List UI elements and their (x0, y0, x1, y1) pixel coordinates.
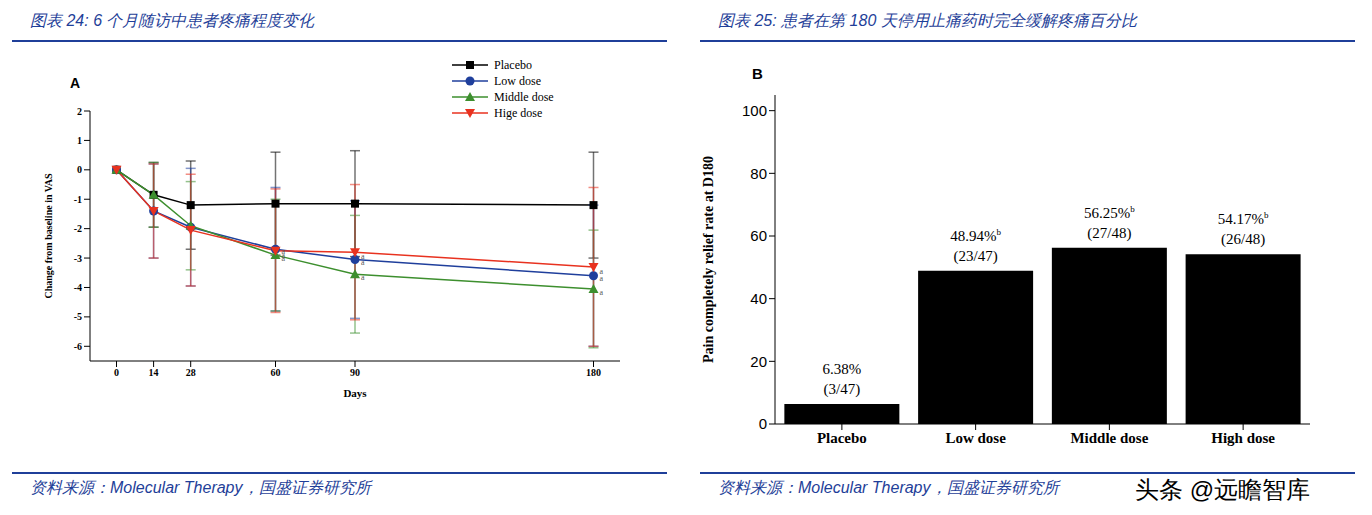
svg-text:60: 60 (750, 227, 767, 244)
svg-text:(3/47): (3/47) (824, 381, 861, 398)
svg-text:Low dose: Low dose (945, 430, 1006, 446)
html-text:Low dose: Low dose (494, 73, 541, 88)
svg-text:-4: -4 (74, 282, 82, 293)
html-text:资料来源：Molecular Therapy，国盛证券研究所: 资料来源：Molecular Therapy，国盛证券研究所 (30, 479, 371, 496)
svg-text:0: 0 (759, 415, 767, 432)
html-text:A: A (70, 75, 81, 91)
svg-text:-2: -2 (74, 223, 82, 234)
svg-text:0: 0 (114, 367, 119, 378)
svg-text:Pain completely relief rate at: Pain completely relief rate at D180 (701, 156, 716, 363)
svg-text:Days: Days (343, 387, 367, 399)
svg-text:28: 28 (186, 367, 196, 378)
svg-text:-3: -3 (74, 253, 82, 264)
svg-text:80: 80 (750, 165, 767, 182)
svg-text:-5: -5 (74, 311, 82, 322)
svg-text:Middle dose: Middle dose (1070, 430, 1148, 446)
svg-text:60: 60 (271, 367, 281, 378)
svg-text:a: a (600, 267, 604, 276)
svg-text:a: a (361, 257, 365, 267)
svg-text:1: 1 (77, 135, 82, 146)
svg-text:20: 20 (750, 353, 767, 370)
svg-text:(27/48): (27/48) (1087, 225, 1131, 242)
svg-text:180: 180 (586, 367, 601, 378)
svg-text:Change from baseline in VAS: Change from baseline in VAS (43, 173, 54, 298)
svg-text:Placebo: Placebo (817, 430, 867, 446)
svg-text:6.38%: 6.38% (822, 361, 861, 377)
html-text:Middle dose: Middle dose (494, 89, 554, 104)
html-text:Hige dose: Hige dose (494, 105, 543, 120)
svg-text:a: a (361, 273, 365, 282)
html-text:图表 25: 患者在第 180 天停用止痛药时完全缓解疼痛百: 图表 25: 患者在第 180 天停用止痛药时完全缓解疼痛百分比 (718, 12, 1137, 29)
svg-text:14: 14 (149, 367, 159, 378)
html-text:头条 @远瞻智库: 头条 @远瞻智库 (1135, 476, 1310, 503)
svg-text:-1: -1 (74, 194, 82, 205)
svg-text:a: a (361, 252, 365, 261)
html-text:资料来源：Molecular Therapy，国盛证券研究所: 资料来源：Molecular Therapy，国盛证券研究所 (718, 479, 1059, 496)
svg-text:2: 2 (77, 106, 82, 117)
svg-text:56.25%b: 56.25%b (1084, 204, 1135, 221)
svg-text:(26/48): (26/48) (1221, 231, 1265, 248)
svg-text:a: a (599, 273, 604, 283)
svg-text:54.17%b: 54.17%b (1218, 210, 1269, 227)
svg-text:0: 0 (77, 164, 82, 175)
html-text:图表 24: 6 个月随访中患者疼痛程度变化: 图表 24: 6 个月随访中患者疼痛程度变化 (30, 12, 315, 29)
svg-text:48.94%b: 48.94%b (950, 227, 1001, 244)
svg-text:-6: -6 (74, 341, 82, 352)
svg-text:100: 100 (742, 102, 767, 119)
svg-text:40: 40 (750, 290, 767, 307)
svg-text:High dose: High dose (1211, 430, 1275, 446)
svg-text:90: 90 (350, 367, 360, 378)
svg-text:(23/47): (23/47) (954, 248, 998, 265)
svg-text:a: a (600, 288, 604, 297)
html-text:B: B (752, 65, 763, 82)
html-text:Placebo: Placebo (494, 57, 532, 72)
svg-text:a: a (282, 251, 286, 260)
